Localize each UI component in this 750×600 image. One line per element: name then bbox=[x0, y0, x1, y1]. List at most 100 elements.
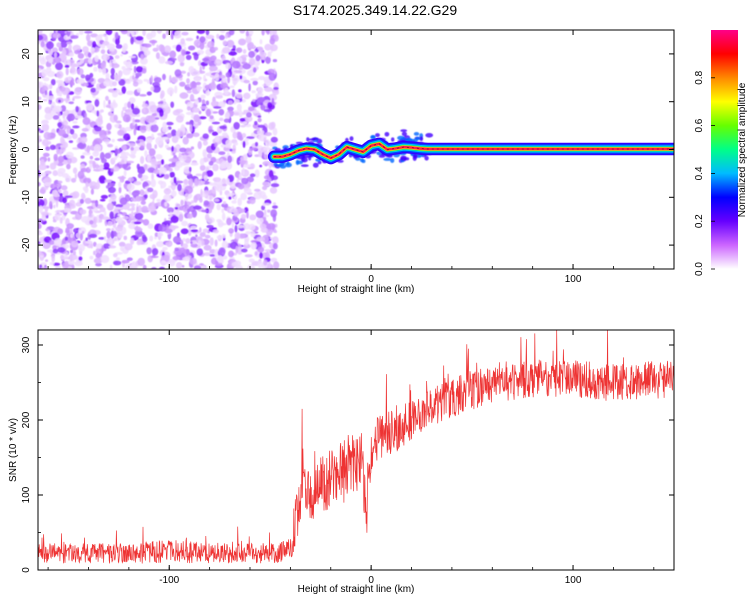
noise-speckle bbox=[249, 173, 256, 178]
noise-speckle bbox=[190, 81, 197, 89]
noise-speckle bbox=[74, 50, 81, 55]
noise-speckle bbox=[83, 82, 89, 87]
noise-speckle bbox=[154, 144, 158, 150]
noise-speckle bbox=[233, 142, 239, 146]
noise-speckle bbox=[107, 143, 114, 148]
noise-speckle bbox=[117, 129, 125, 136]
noise-speckle bbox=[98, 164, 106, 172]
noise-speckle bbox=[193, 178, 200, 186]
noise-speckle bbox=[98, 68, 103, 73]
noise-speckle bbox=[258, 150, 263, 158]
noise-speckle bbox=[206, 153, 212, 159]
noise-speckle bbox=[129, 154, 136, 159]
noise-speckle bbox=[270, 121, 276, 129]
noise-speckle bbox=[186, 106, 191, 111]
noise-speckle bbox=[262, 181, 269, 186]
noise-speckle bbox=[163, 188, 172, 195]
noise-speckle bbox=[69, 52, 74, 57]
colorbar-title: Normalized spectral amplitude bbox=[737, 82, 748, 217]
noise-speckle bbox=[124, 102, 129, 109]
noise-speckle bbox=[165, 144, 169, 149]
noise-speckle bbox=[200, 239, 205, 247]
noise-speckle bbox=[44, 207, 49, 212]
noise-speckle bbox=[259, 164, 263, 168]
signal-wisp bbox=[397, 135, 405, 141]
noise-speckle bbox=[248, 106, 255, 112]
noise-speckle bbox=[91, 50, 95, 54]
signal-track-layer bbox=[267, 129, 674, 169]
noise-speckle bbox=[215, 95, 224, 99]
noise-speckle bbox=[56, 148, 60, 155]
noise-speckle bbox=[231, 48, 236, 51]
signal-wisp bbox=[415, 136, 420, 140]
noise-speckle bbox=[196, 49, 205, 55]
noise-speckle bbox=[88, 233, 98, 238]
noise-speckle bbox=[42, 99, 48, 102]
signal-wisp bbox=[295, 159, 300, 165]
noise-speckle bbox=[236, 224, 245, 229]
noise-speckle bbox=[38, 252, 41, 256]
noise-speckle bbox=[273, 86, 279, 90]
noise-speckle bbox=[48, 101, 51, 105]
noise-speckle bbox=[256, 99, 260, 106]
noise-speckle bbox=[210, 201, 214, 210]
noise-speckle bbox=[163, 174, 170, 180]
noise-speckle bbox=[232, 148, 236, 152]
noise-speckle bbox=[42, 77, 50, 82]
noise-speckle bbox=[120, 54, 123, 57]
noise-speckle bbox=[95, 199, 99, 208]
signal-wisp bbox=[401, 131, 407, 137]
noise-speckle bbox=[169, 50, 177, 59]
noise-speckle bbox=[69, 199, 76, 207]
noise-speckle bbox=[219, 30, 226, 34]
noise-speckle bbox=[108, 99, 111, 105]
noise-speckle bbox=[202, 133, 209, 139]
noise-speckle bbox=[124, 243, 133, 251]
noise-speckle bbox=[238, 89, 242, 93]
noise-speckle bbox=[57, 180, 63, 184]
noise-speckle-layer bbox=[38, 30, 280, 269]
noise-speckle bbox=[72, 250, 76, 256]
noise-speckle bbox=[38, 205, 44, 214]
noise-speckle bbox=[62, 197, 67, 204]
noise-speckle bbox=[128, 223, 136, 230]
noise-speckle bbox=[102, 67, 107, 75]
noise-speckle bbox=[47, 95, 55, 101]
noise-speckle bbox=[186, 90, 192, 94]
noise-speckle bbox=[150, 255, 159, 259]
noise-speckle bbox=[144, 43, 152, 48]
colorbar-tick-label: 0.6 bbox=[694, 118, 705, 132]
noise-speckle bbox=[140, 200, 146, 205]
noise-speckle bbox=[68, 101, 74, 105]
noise-speckle bbox=[80, 74, 86, 79]
snr-series-line bbox=[38, 330, 674, 564]
noise-speckle bbox=[113, 207, 122, 210]
noise-speckle bbox=[263, 203, 271, 206]
noise-speckle bbox=[236, 246, 243, 255]
noise-speckle bbox=[248, 258, 255, 263]
noise-speckle bbox=[118, 241, 126, 247]
noise-speckle bbox=[148, 148, 156, 157]
noise-speckle bbox=[269, 187, 278, 194]
noise-speckle bbox=[248, 30, 254, 35]
signal-wisp bbox=[400, 155, 407, 161]
noise-speckle bbox=[38, 96, 42, 101]
noise-speckle bbox=[237, 183, 245, 190]
noise-speckle bbox=[257, 246, 265, 253]
noise-speckle bbox=[269, 30, 273, 35]
noise-speckle bbox=[90, 33, 98, 38]
noise-speckle bbox=[162, 246, 168, 251]
noise-speckle bbox=[234, 232, 241, 240]
noise-speckle bbox=[123, 133, 131, 141]
noise-speckle bbox=[263, 259, 268, 266]
noise-speckle bbox=[42, 152, 50, 157]
noise-speckle bbox=[272, 242, 278, 250]
noise-speckle bbox=[180, 38, 185, 45]
noise-speckle bbox=[53, 238, 62, 247]
noise-speckle bbox=[99, 152, 105, 161]
noise-speckle bbox=[185, 121, 191, 125]
signal-wisp bbox=[301, 157, 308, 163]
noise-speckle bbox=[209, 254, 216, 257]
noise-speckle bbox=[143, 163, 148, 171]
